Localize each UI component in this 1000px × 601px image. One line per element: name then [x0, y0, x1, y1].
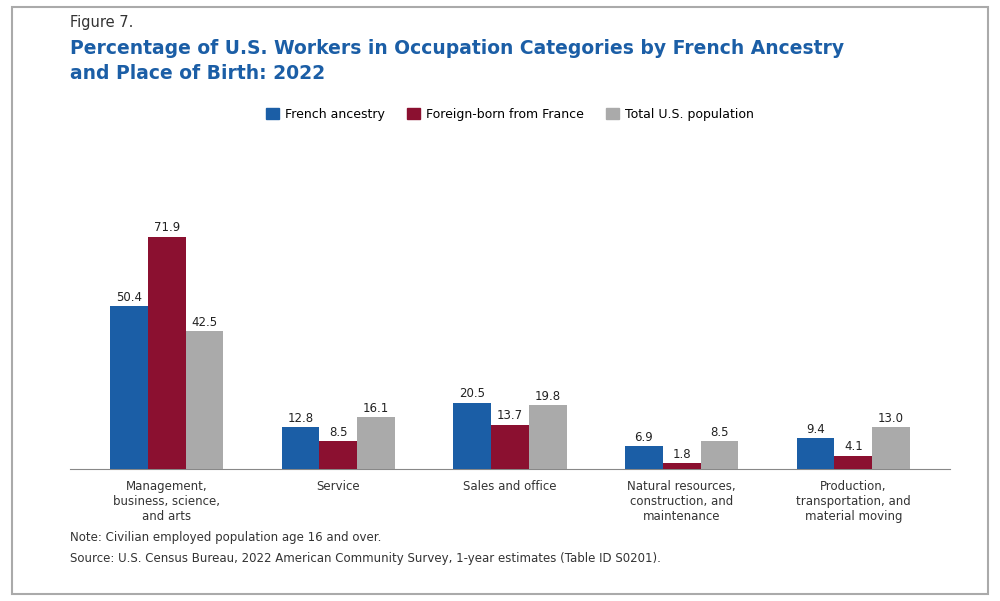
Text: Note: Civilian employed population age 16 and over.: Note: Civilian employed population age 1…	[70, 531, 381, 544]
Bar	[701, 441, 738, 469]
Bar	[797, 438, 834, 469]
Text: 12.8: 12.8	[287, 412, 314, 425]
Text: Figure 7.: Figure 7.	[70, 15, 133, 30]
Bar	[110, 306, 148, 469]
Text: 6.9: 6.9	[635, 432, 653, 444]
Text: 13.7: 13.7	[497, 409, 523, 423]
Text: 16.1: 16.1	[363, 401, 389, 415]
Text: 71.9: 71.9	[154, 221, 180, 234]
Text: 8.5: 8.5	[329, 426, 348, 439]
Text: 13.0: 13.0	[878, 412, 904, 424]
Legend: French ancestry, Foreign-born from France, Total U.S. population: French ancestry, Foreign-born from Franc…	[266, 108, 754, 121]
Text: 1.8: 1.8	[672, 448, 691, 461]
Bar	[491, 424, 529, 469]
Bar	[834, 456, 872, 469]
Text: 9.4: 9.4	[806, 423, 825, 436]
Text: Source: U.S. Census Bureau, 2022 American Community Survey, 1-year estimates (Ta: Source: U.S. Census Bureau, 2022 America…	[70, 552, 661, 565]
Text: 42.5: 42.5	[191, 316, 217, 329]
Bar	[282, 427, 319, 469]
Text: Percentage of U.S. Workers in Occupation Categories by French Ancestry: Percentage of U.S. Workers in Occupation…	[70, 39, 844, 58]
Text: 20.5: 20.5	[459, 387, 485, 400]
Bar	[186, 332, 223, 469]
Text: 50.4: 50.4	[116, 291, 142, 304]
Bar	[625, 447, 663, 469]
Text: 8.5: 8.5	[710, 426, 729, 439]
Text: and Place of Birth: 2022: and Place of Birth: 2022	[70, 64, 325, 84]
Bar	[663, 463, 701, 469]
Bar	[453, 403, 491, 469]
Bar	[148, 237, 186, 469]
Text: 19.8: 19.8	[535, 389, 561, 403]
Bar	[529, 405, 567, 469]
Bar	[357, 416, 395, 469]
Bar	[319, 441, 357, 469]
Text: 4.1: 4.1	[844, 441, 863, 453]
Bar	[872, 427, 910, 469]
